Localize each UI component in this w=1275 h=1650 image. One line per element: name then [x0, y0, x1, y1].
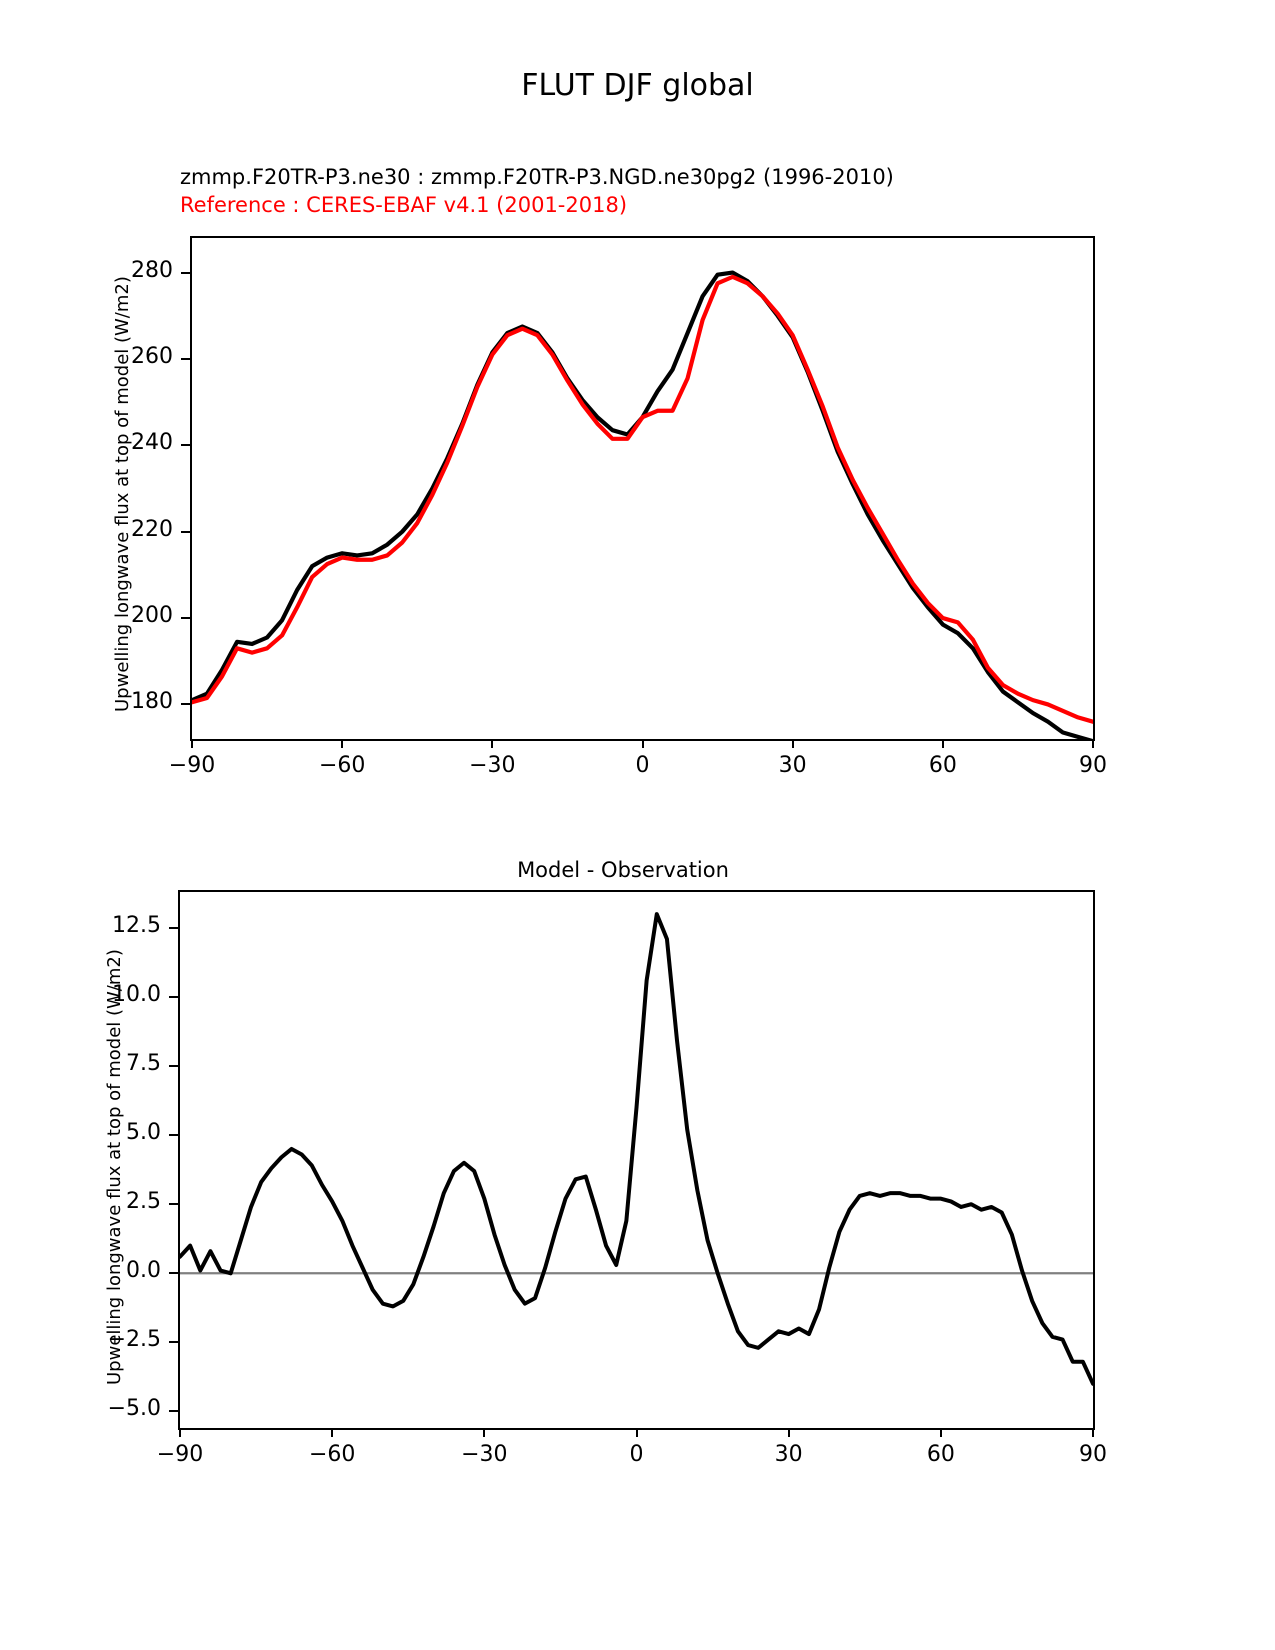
- bottom-panel-y-tickmark: [169, 1272, 178, 1275]
- bottom-panel-y-tickmark: [169, 1203, 178, 1206]
- top-panel-x-tickmark: [791, 739, 794, 748]
- top-panel-y-tickmark: [181, 530, 190, 533]
- top-panel-y-axis-label: Upwelling longwave flux at top of model …: [112, 276, 133, 712]
- caption-model-line: zmmp.F20TR-P3.ne30 : zmmp.F20TR-P3.NGD.n…: [180, 165, 894, 189]
- bottom-panel-x-tickmark: [331, 1428, 334, 1437]
- top-panel-x-tickmark: [941, 739, 944, 748]
- bottom-panel-x-tick-label: 30: [774, 1442, 803, 1467]
- top-panel-y-tick-label: 180: [131, 689, 173, 715]
- top-panel-y-tick-label: 280: [131, 257, 173, 283]
- top-panel-x-tick-label: −30: [469, 753, 516, 778]
- bottom-panel-plot-area: [178, 890, 1095, 1430]
- top-panel-y-tick-label: 220: [131, 516, 173, 542]
- bottom-panel-x-tickmark: [787, 1428, 790, 1437]
- bottom-panel-y-tick-label: −5.0: [107, 1396, 161, 1422]
- bottom-panel-y-tickmark: [169, 1134, 178, 1137]
- top-panel-x-tick-label: −60: [318, 753, 366, 778]
- top-panel-x-tickmark: [641, 739, 644, 748]
- bottom-panel-y-tick-label: 7.5: [126, 1051, 161, 1077]
- caption-block: zmmp.F20TR-P3.ne30 : zmmp.F20TR-P3.NGD.n…: [180, 163, 1080, 219]
- bottom-panel-y-tickmark: [169, 926, 178, 929]
- top-panel-y-tickmark: [181, 617, 190, 620]
- bottom-panel-y-axis-label: Upwelling longwave flux at top of model …: [104, 949, 125, 1385]
- bottom-panel-y-tick-label: 10.0: [112, 981, 161, 1007]
- top-panel-x-tick-label: −90: [168, 753, 216, 778]
- bottom-panel-x-tick-label: 90: [1079, 1442, 1107, 1467]
- bottom-panel-x-tickmark: [635, 1428, 638, 1437]
- bottom-panel-x-tick-label: 0: [629, 1442, 644, 1467]
- top-panel-y-tick-label: 260: [131, 343, 173, 369]
- bottom-panel-y-tick-label: 5.0: [126, 1120, 161, 1146]
- top-panel-plot-area: [190, 236, 1095, 741]
- top-panel-x-tick-label: 60: [928, 753, 957, 778]
- bottom-panel-x-tickmark: [483, 1428, 486, 1437]
- top-panel-y-tick-label: 200: [131, 603, 173, 629]
- bottom-panel-y-tick-label: 12.5: [112, 912, 161, 938]
- top-panel-x-tickmark: [491, 739, 494, 748]
- bottom-panel-x-tick-label: 60: [926, 1442, 955, 1467]
- bottom-panel-y-tick-label: 2.5: [126, 1189, 161, 1215]
- bottom-panel-y-tickmark: [169, 1065, 178, 1068]
- bottom-panel-x-tick-label: −30: [461, 1442, 508, 1467]
- top-panel-x-tick-label: 30: [778, 753, 807, 778]
- bottom-panel-x-tickmark: [179, 1428, 181, 1437]
- top-panel-y-tickmark: [181, 703, 190, 706]
- bottom-panel-y-tickmark: [169, 1410, 178, 1413]
- bottom-panel-x-tickmark: [1092, 1428, 1094, 1437]
- bottom-panel-x-tick-label: −90: [156, 1442, 204, 1467]
- caption-reference-line: Reference : CERES-EBAF v4.1 (2001-2018): [180, 193, 628, 217]
- top-panel-y-tickmark: [181, 271, 190, 274]
- top-panel-x-tick-label: 0: [635, 753, 650, 778]
- top-panel-y-tickmark: [181, 357, 190, 360]
- page-title: FLUT DJF global: [521, 68, 754, 103]
- top-panel-x-tickmark: [341, 739, 344, 748]
- top-panel-y-tickmark: [181, 444, 190, 447]
- bottom-panel-y-tick-label: −2.5: [107, 1327, 161, 1353]
- bottom-panel-y-tick-label: 0.0: [126, 1258, 161, 1284]
- top-panel-x-tick-label: 90: [1079, 753, 1107, 778]
- top-panel-chart-svg: [192, 270, 1093, 739]
- top-panel-x-tickmark: [191, 739, 193, 748]
- bottom-panel-x-tick-label: −60: [308, 1442, 356, 1467]
- top-panel-x-tickmark: [1092, 739, 1094, 748]
- top-panel-y-tick-label: 240: [131, 430, 173, 456]
- bottom-panel-chart-svg: [180, 912, 1093, 1386]
- bottom-panel-title: Model - Observation: [517, 858, 729, 882]
- bottom-panel-y-tickmark: [169, 995, 178, 998]
- bottom-panel-y-tickmark: [169, 1341, 178, 1344]
- bottom-panel-x-tickmark: [939, 1428, 942, 1437]
